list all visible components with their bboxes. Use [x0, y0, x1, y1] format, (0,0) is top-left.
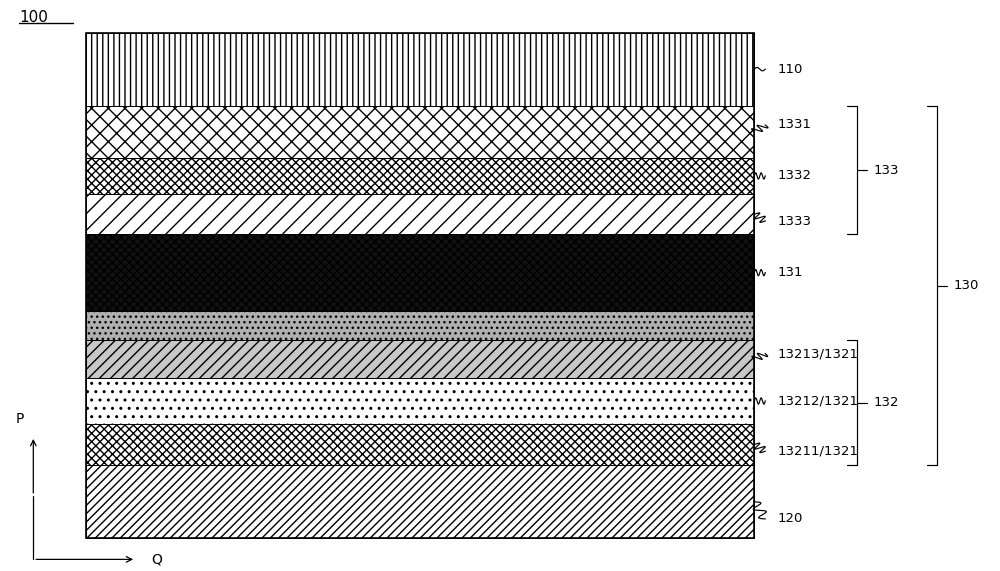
Text: 13211/1321: 13211/1321 — [777, 445, 858, 458]
Text: 100: 100 — [19, 10, 48, 25]
Text: P: P — [15, 412, 24, 426]
Bar — [86, 379, 754, 424]
Text: 1333: 1333 — [777, 215, 811, 227]
Text: 133: 133 — [874, 163, 899, 176]
Bar — [86, 465, 754, 538]
Bar — [86, 311, 754, 340]
Bar — [86, 194, 754, 234]
Text: Q: Q — [151, 552, 162, 566]
Text: 110: 110 — [777, 63, 803, 76]
Text: 130: 130 — [954, 279, 979, 292]
Bar — [86, 158, 754, 194]
Bar — [86, 424, 754, 465]
Bar — [86, 33, 754, 538]
Text: 120: 120 — [777, 512, 803, 525]
Text: 131: 131 — [777, 266, 803, 279]
Text: 13213/1321: 13213/1321 — [777, 347, 858, 360]
Text: 132: 132 — [874, 396, 899, 409]
Text: 1332: 1332 — [777, 170, 811, 183]
Text: 1331: 1331 — [777, 118, 811, 131]
Bar — [86, 340, 754, 379]
Bar — [86, 106, 754, 158]
Bar — [86, 234, 754, 311]
Bar — [86, 33, 754, 106]
Text: 13212/1321: 13212/1321 — [777, 395, 858, 408]
